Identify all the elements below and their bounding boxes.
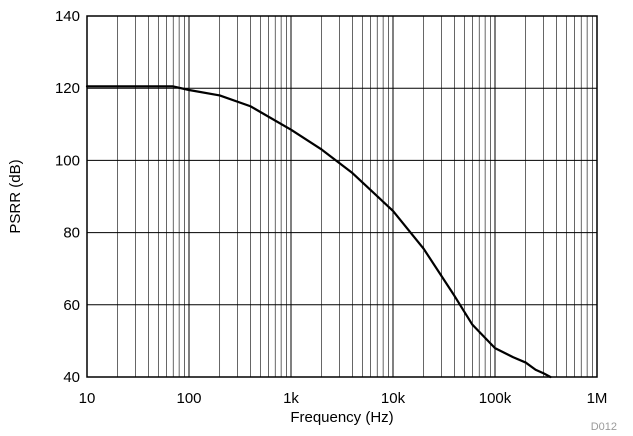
- series-point: [422, 248, 425, 250]
- y-tick-label: 100: [55, 152, 80, 169]
- series-point: [453, 294, 456, 297]
- x-axis-title: Frequency (Hz): [290, 409, 393, 426]
- series-point: [542, 372, 545, 375]
- plot-frame: [86, 15, 598, 378]
- x-tick-label: 100: [176, 390, 201, 407]
- x-tick-label: 10: [79, 390, 96, 407]
- series-point: [534, 368, 537, 371]
- y-axis-title: PSRR (dB): [7, 159, 24, 233]
- series-point: [172, 85, 174, 88]
- series-point: [134, 85, 137, 88]
- series-point: [320, 148, 323, 151]
- series-point: [351, 172, 354, 174]
- y-tick-label: 120: [55, 80, 80, 97]
- y-tick-label: 140: [55, 8, 80, 25]
- series-point: [494, 347, 496, 349]
- minor-gridlines: [117, 16, 593, 377]
- series-point: [249, 105, 252, 108]
- series-point: [524, 361, 527, 364]
- y-tick-label: 60: [63, 297, 80, 314]
- series-point: [218, 94, 221, 97]
- x-tick-label: 10k: [381, 390, 406, 407]
- series-point: [392, 210, 394, 212]
- x-tick-labels: 10 100 1k 10k 100k 1M: [79, 390, 608, 407]
- series-point: [290, 128, 292, 131]
- series-layer: [85, 85, 552, 379]
- x-tick-label: 100k: [479, 390, 512, 407]
- x-tick-label: 1k: [283, 390, 299, 407]
- y-tick-labels: 40 60 80 100 120 140: [55, 8, 80, 386]
- figure-id-footnote: D012: [591, 421, 617, 433]
- series-point: [188, 89, 190, 91]
- y-tick-label: 80: [63, 225, 80, 242]
- x-tick-label: 1M: [587, 390, 608, 407]
- series-point: [471, 323, 474, 326]
- y-tick-label: 40: [63, 369, 80, 386]
- series-line-psrr: [85, 85, 552, 379]
- major-gridlines: [86, 15, 598, 378]
- series-point: [512, 356, 514, 358]
